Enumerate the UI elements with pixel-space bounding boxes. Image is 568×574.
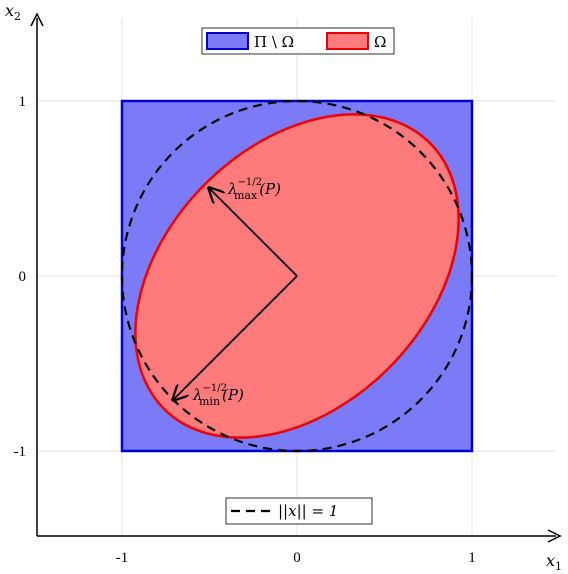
x-axis-label: x1 xyxy=(546,551,562,573)
lambda-max-sub: max xyxy=(234,189,258,202)
legend-label-omega: Ω xyxy=(374,33,386,51)
unit-circle xyxy=(120,99,474,453)
lambda-min-arg: (P) xyxy=(222,386,244,404)
lambda-min-base: λ xyxy=(192,386,203,404)
lambda-min-arrow xyxy=(173,275,298,400)
legend-label-unit-norm: ||x|| = 1 xyxy=(278,502,338,520)
legend-swatch-omega xyxy=(326,32,369,50)
x-tick-label-neg1: -1 xyxy=(116,550,129,566)
lambda-max-sup: −1/2 xyxy=(238,177,262,188)
x-axis-arrowhead xyxy=(547,529,562,543)
legend-top: Π \ Ω Ω xyxy=(201,27,395,55)
lambda-max-label: λ−1/2 max (P) xyxy=(227,177,281,202)
y-axis-arrowhead xyxy=(30,12,44,27)
lambda-max-arg: (P) xyxy=(259,180,281,198)
legend-bottom: ||x|| = 1 xyxy=(225,497,373,525)
y-axis-label: x2 xyxy=(5,1,21,23)
lambda-min-sub: min xyxy=(199,395,220,408)
x-axis-label-base: x xyxy=(546,551,555,570)
y-tick-label-0: 0 xyxy=(19,269,27,285)
y-tick-label-neg1: -1 xyxy=(14,444,27,460)
x-tick-label-0: 0 xyxy=(293,550,301,566)
y-axis-label-sub: 2 xyxy=(14,10,21,23)
lambda-min-label: λ−1/2 min (P) xyxy=(192,383,244,408)
x-axis-label-sub: 1 xyxy=(555,560,562,573)
lambda-min-sup: −1/2 xyxy=(203,383,227,394)
lambda-max-arrow xyxy=(209,188,298,277)
y-axis-label-base: x xyxy=(5,1,14,20)
lambda-max-base: λ xyxy=(227,180,238,198)
axes xyxy=(30,12,562,543)
y-tick-label-1: 1 xyxy=(19,94,27,110)
legend-label-pi-minus-omega: Π \ Ω xyxy=(254,33,294,51)
x-tick-label-1: 1 xyxy=(468,550,476,566)
legend-swatch-pi-minus-omega xyxy=(206,32,249,50)
